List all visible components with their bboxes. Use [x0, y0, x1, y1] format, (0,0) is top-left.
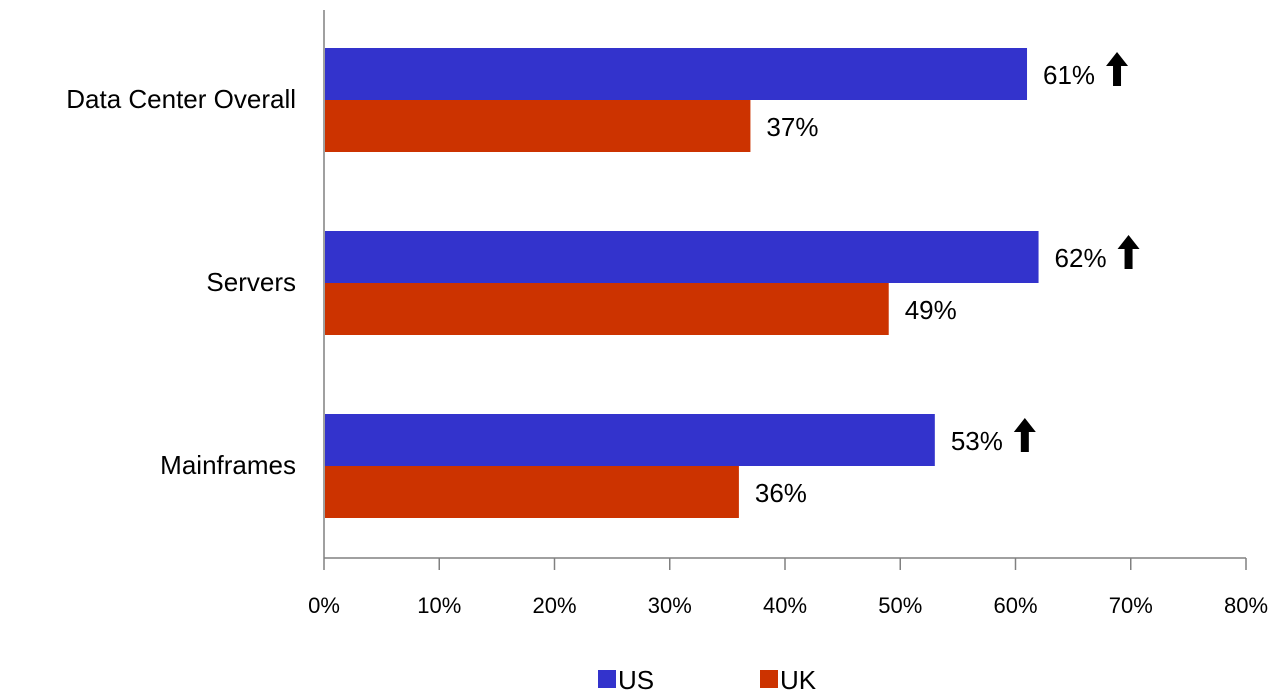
data-label: 37% — [766, 112, 818, 142]
category-label: Servers — [206, 267, 296, 297]
legend-swatch — [598, 670, 616, 688]
x-tick-label: 60% — [993, 593, 1037, 618]
data-label: 53% — [951, 426, 1003, 456]
legend-swatch — [760, 670, 778, 688]
x-tick-label: 40% — [763, 593, 807, 618]
bar-us — [325, 414, 935, 466]
x-tick-label: 10% — [417, 593, 461, 618]
legend-item-uk: UK — [760, 665, 817, 695]
up-arrow-icon — [1013, 418, 1036, 452]
x-tick-label: 50% — [878, 593, 922, 618]
data-label: 49% — [905, 295, 957, 325]
up-arrow-icon — [1117, 235, 1140, 269]
bar-us — [325, 48, 1028, 100]
legend-item-us: US — [598, 665, 654, 695]
x-axis: 0% 10% 20% 30% 40% 50% 60% 70% 80% — [308, 10, 1268, 618]
x-tick-label: 0% — [308, 593, 340, 618]
legend-label: UK — [780, 665, 817, 695]
bar-uk — [325, 283, 889, 335]
bars-layer — [325, 48, 1039, 518]
legend-label: US — [618, 665, 654, 695]
x-tick-label: 70% — [1109, 593, 1153, 618]
data-label: 62% — [1055, 243, 1107, 273]
x-tick-label: 20% — [532, 593, 576, 618]
labels-layer: Data Center Overall 61% 37% Servers 62% 49% Ma… — [66, 52, 1140, 508]
category-label: Data Center Overall — [66, 84, 296, 114]
up-arrow-icon — [1106, 52, 1129, 86]
bar-us — [325, 231, 1039, 283]
x-tick-label: 30% — [648, 593, 692, 618]
data-label: 61% — [1043, 60, 1095, 90]
bar-uk — [325, 100, 751, 152]
x-tick-label: 80% — [1224, 593, 1268, 618]
data-label: 36% — [755, 478, 807, 508]
category-label: Mainframes — [160, 450, 296, 480]
legend: US UK — [598, 665, 817, 695]
bar-uk — [325, 466, 739, 518]
